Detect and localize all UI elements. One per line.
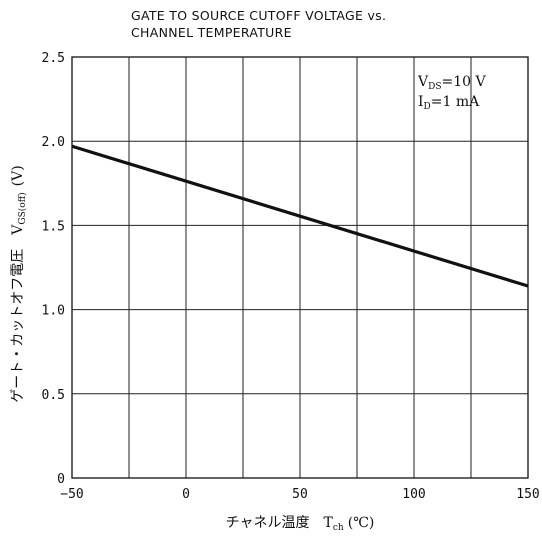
- y-tick-label: 2.5: [42, 51, 65, 66]
- y-tick-label: 2.0: [42, 135, 65, 150]
- x-tick-label: −50: [60, 487, 83, 502]
- y-axis-label: ゲート・カットオフ電圧VGS(off)(V): [10, 165, 28, 402]
- series-marks: [71, 144, 529, 288]
- y-tick-label: 0: [57, 472, 65, 487]
- x-tick-label: 150: [516, 487, 539, 502]
- chart-title-line-2: CHANNEL TEMPERATURE: [131, 25, 292, 40]
- x-tick-label: 0: [182, 487, 190, 502]
- x-tick-label: 100: [402, 487, 425, 502]
- condition-vds: VDS=10 V: [417, 74, 487, 92]
- x-tick-label: 50: [292, 487, 308, 502]
- x-axis-label: チャネル温度 Tch (℃): [226, 515, 375, 533]
- y-tick-label: 0.5: [42, 388, 65, 403]
- y-tick-label: 1.0: [42, 304, 65, 319]
- chart-title-line-1: GATE TO SOURCE CUTOFF VOLTAGE vs.: [131, 8, 386, 23]
- grid: [72, 57, 528, 478]
- series-line: [71, 144, 529, 288]
- conditions-annotation: VDS=10 V ID=1 mA: [417, 74, 487, 112]
- plot-frame: [71, 56, 529, 479]
- condition-id: ID=1 mA: [418, 94, 480, 112]
- y-tick-label: 1.5: [42, 219, 65, 234]
